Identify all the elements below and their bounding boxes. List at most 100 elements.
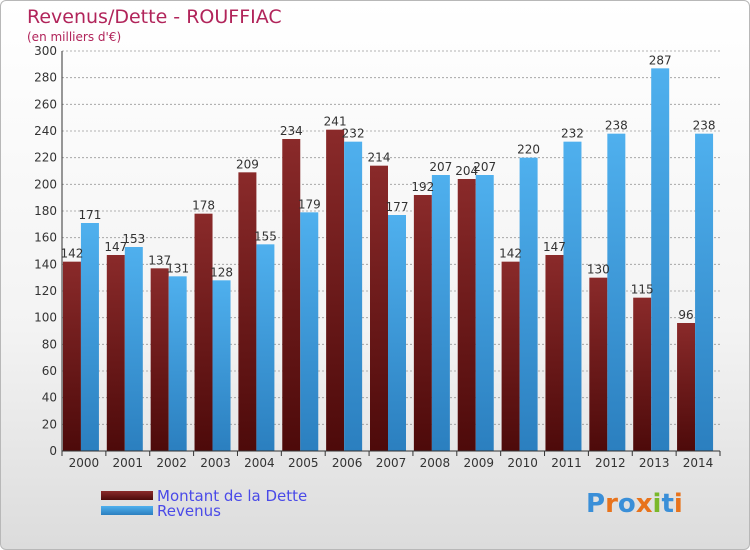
data-label-revenue: 179 xyxy=(298,197,321,211)
data-label-revenue: 238 xyxy=(605,119,628,133)
bar-debt xyxy=(677,323,696,451)
logo-letter: t xyxy=(661,489,674,519)
y-tick-label: 40 xyxy=(42,391,57,405)
x-tick-label: 2006 xyxy=(332,456,363,470)
chart-title: Revenus/Dette - ROUFFIAC xyxy=(27,6,282,28)
y-tick-label: 280 xyxy=(34,71,57,85)
bar-debt xyxy=(150,268,169,451)
logo-letter: i xyxy=(673,489,683,519)
x-tick-label: 2004 xyxy=(244,456,275,470)
chart-subtitle: (en milliers d'€) xyxy=(27,30,122,44)
data-label-revenue: 155 xyxy=(254,229,277,243)
bar-debt xyxy=(62,261,81,451)
logo-letter: r xyxy=(605,489,618,519)
x-tick-label: 2001 xyxy=(113,456,144,470)
legend-label-revenue: Revenus xyxy=(157,502,221,520)
legend-swatch-debt xyxy=(101,491,153,500)
bar-debt xyxy=(633,297,652,451)
bar-debt xyxy=(282,139,301,451)
data-label-debt: 115 xyxy=(631,283,654,297)
y-tick-label: 180 xyxy=(34,204,57,218)
y-tick-label: 0 xyxy=(49,444,57,458)
bar-revenue xyxy=(388,215,406,451)
data-label-debt: 234 xyxy=(280,124,303,138)
bar-revenue xyxy=(344,141,363,451)
bar-revenue xyxy=(431,175,450,451)
bar-debt xyxy=(106,255,125,451)
bar-revenue xyxy=(256,244,275,451)
data-label-debt: 147 xyxy=(104,240,127,254)
data-label-debt: 209 xyxy=(236,157,259,171)
x-tick-label: 2005 xyxy=(288,456,319,470)
y-tick-label: 260 xyxy=(34,97,57,111)
bar-debt xyxy=(326,129,345,451)
bar-debt xyxy=(457,179,476,451)
data-label-debt: 147 xyxy=(543,240,566,254)
y-tick-label: 220 xyxy=(34,151,57,165)
data-label-revenue: 131 xyxy=(166,261,189,275)
bar-revenue xyxy=(519,157,538,451)
x-tick-label: 2013 xyxy=(639,456,670,470)
data-label-debt: 130 xyxy=(587,263,610,277)
bar-revenue xyxy=(300,212,319,451)
bar-revenue xyxy=(563,141,582,451)
logo-letter: o xyxy=(617,489,636,519)
bar-revenue xyxy=(80,223,99,451)
x-tick-label: 2009 xyxy=(463,456,494,470)
y-tick-label: 80 xyxy=(42,337,57,351)
data-label-revenue: 238 xyxy=(693,119,716,133)
y-tick-label: 60 xyxy=(42,364,57,378)
y-tick-label: 140 xyxy=(34,257,57,271)
bar-debt xyxy=(194,213,213,451)
data-label-debt: 214 xyxy=(368,151,391,165)
x-tick-label: 2014 xyxy=(683,456,714,470)
data-label-revenue: 207 xyxy=(473,160,496,174)
bar-debt xyxy=(413,195,432,451)
legend-label-debt: Montant de la Dette xyxy=(157,487,308,505)
x-tick-label: 2003 xyxy=(200,456,231,470)
x-tick-label: 2008 xyxy=(420,456,451,470)
y-tick-label: 200 xyxy=(34,177,57,191)
data-label-revenue: 128 xyxy=(210,265,233,279)
y-tick-label: 300 xyxy=(34,44,57,58)
logo-letter: P xyxy=(586,489,606,519)
data-label-debt: 96 xyxy=(678,308,693,322)
logo-letter: x xyxy=(635,489,653,519)
data-label-revenue: 153 xyxy=(122,232,145,246)
data-label-debt: 241 xyxy=(324,115,347,129)
x-tick-label: 2000 xyxy=(69,456,100,470)
legend-swatch-revenue xyxy=(101,506,153,515)
data-label-revenue: 220 xyxy=(517,143,540,157)
bar-debt xyxy=(370,165,388,451)
bar-revenue xyxy=(475,175,494,451)
data-label-debt: 142 xyxy=(60,247,83,261)
data-label-debt: 142 xyxy=(499,247,522,261)
bar-revenue xyxy=(124,247,143,451)
data-label-revenue: 207 xyxy=(429,160,452,174)
y-tick-label: 160 xyxy=(34,231,57,245)
data-label-revenue: 177 xyxy=(386,200,409,214)
data-label-debt: 137 xyxy=(148,253,171,267)
bar-revenue xyxy=(695,133,714,451)
bar-revenue xyxy=(212,280,231,451)
bar-revenue xyxy=(607,133,626,451)
data-label-revenue: 287 xyxy=(649,53,672,67)
x-tick-label: 2011 xyxy=(551,456,582,470)
data-label-revenue: 171 xyxy=(78,208,101,222)
x-tick-label: 2012 xyxy=(595,456,626,470)
data-label-revenue: 232 xyxy=(342,127,365,141)
data-label-revenue: 232 xyxy=(561,127,584,141)
data-label-debt: 204 xyxy=(455,164,478,178)
logo-letter: i xyxy=(652,489,662,519)
y-tick-label: 120 xyxy=(34,284,57,298)
bar-revenue xyxy=(651,68,670,451)
data-label-debt: 178 xyxy=(192,199,215,213)
bar-debt xyxy=(501,261,520,451)
x-tick-label: 2010 xyxy=(507,456,538,470)
x-tick-label: 2007 xyxy=(376,456,407,470)
y-tick-label: 240 xyxy=(34,124,57,138)
y-tick-label: 20 xyxy=(42,417,57,431)
y-tick-label: 100 xyxy=(34,311,57,325)
bar-revenue xyxy=(168,276,187,451)
